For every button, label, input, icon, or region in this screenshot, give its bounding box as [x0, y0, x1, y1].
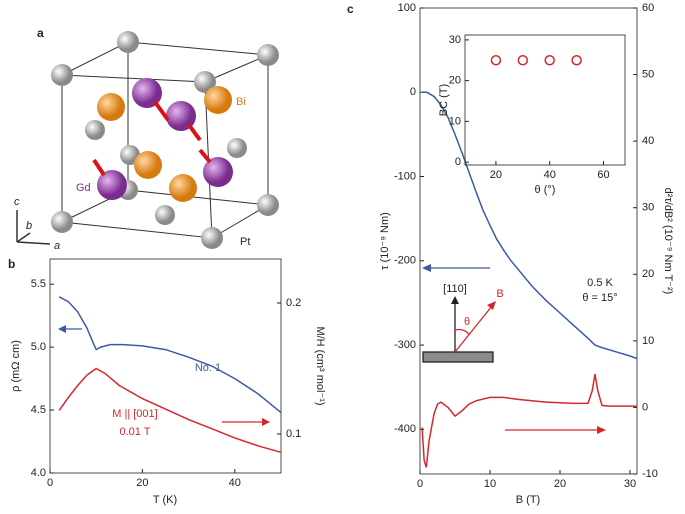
panel-label: a [37, 26, 44, 40]
data-point [544, 55, 555, 66]
y-tick-label: 5.0 [31, 341, 46, 353]
annotation: 0.5 K [587, 277, 613, 289]
atom-label: Gd [76, 182, 91, 194]
x-axis-label: θ (°) [535, 184, 556, 196]
panel-label: b [8, 257, 15, 271]
atom-label: Bi [236, 96, 246, 108]
atom-label: Pt [240, 236, 250, 248]
y2-tick-label: 30 [642, 202, 654, 214]
plot-frame [49, 258, 282, 474]
plot-frame [419, 7, 638, 475]
x-tick-label: 60 [597, 169, 609, 181]
data-line [421, 373, 637, 468]
y2-tick-label: 0.1 [286, 428, 301, 440]
atoms [16, 31, 279, 249]
axis-name: a [54, 240, 60, 252]
x-tick-label: 20 [554, 478, 566, 490]
y-tick-label: 100 [398, 2, 416, 14]
y-tick-label: 4.0 [31, 467, 46, 479]
y-tick-label: 20 [449, 75, 461, 87]
annotation: M || [001] [112, 408, 157, 420]
y2-axis-label: d²τ/dB² (10⁻⁹ Nm T⁻²) [662, 188, 674, 295]
y-tick-label: 5.5 [31, 278, 46, 290]
y-tick-label: 4.5 [31, 404, 46, 416]
annotation: 0.01 T [120, 426, 151, 438]
data-line [58, 296, 282, 414]
y-tick-label: 10 [449, 115, 461, 127]
plot-frame [464, 34, 626, 166]
y2-axis-label: M/H (cm³ mol⁻¹) [314, 326, 326, 405]
x-axis-label: B (T) [516, 494, 540, 506]
y2-tick-label: -10 [642, 468, 658, 480]
x-tick-label: 20 [136, 477, 148, 489]
y-axis-label: BC (T) [438, 84, 450, 116]
annotation: No. 1 [195, 362, 221, 374]
data-point [490, 55, 502, 66]
data-point [517, 55, 529, 66]
x-tick-label: 0 [417, 478, 423, 490]
data-line [420, 91, 638, 360]
y-tick-label: -200 [394, 255, 416, 267]
panel-label: c [347, 2, 354, 16]
y2-tick-label: 0.2 [286, 297, 301, 309]
y-tick-label: 0 [410, 86, 416, 98]
x-tick-label: 40 [544, 169, 556, 181]
y2-tick-label: 0 [642, 401, 648, 413]
x-tick-label: 30 [624, 478, 636, 490]
x-tick-label: 10 [484, 478, 496, 490]
annotation: [110] [443, 283, 467, 295]
y2-tick-label: 20 [642, 268, 654, 280]
annotation-arrows [58, 264, 606, 434]
x-axis-label: T (K) [153, 494, 177, 506]
data-point [571, 55, 582, 66]
y2-tick-label: 60 [642, 2, 654, 14]
y-tick-label: -300 [394, 339, 416, 351]
x-tick-label: 40 [229, 477, 241, 489]
axis-name: b [26, 220, 32, 232]
data-line [58, 367, 282, 454]
y-axis-label: ρ (mΩ cm) [10, 340, 22, 392]
y2-tick-label: 10 [642, 335, 654, 347]
y-tick-label: 30 [449, 34, 461, 46]
y2-tick-label: 40 [642, 135, 654, 147]
y-tick-label: -100 [394, 170, 416, 182]
annotation: θ [464, 316, 470, 328]
y-tick-label: -400 [394, 423, 416, 435]
y-axis-label: τ (10⁻⁹ Nm) [379, 212, 391, 270]
axis-name: c [14, 196, 20, 208]
x-tick-label: 0 [47, 477, 53, 489]
y2-tick-label: 50 [642, 68, 654, 80]
annotation: B [496, 288, 503, 300]
x-tick-label: 20 [490, 169, 502, 181]
annotation: θ = 15° [582, 292, 617, 304]
y-tick-label: 0 [455, 156, 461, 168]
